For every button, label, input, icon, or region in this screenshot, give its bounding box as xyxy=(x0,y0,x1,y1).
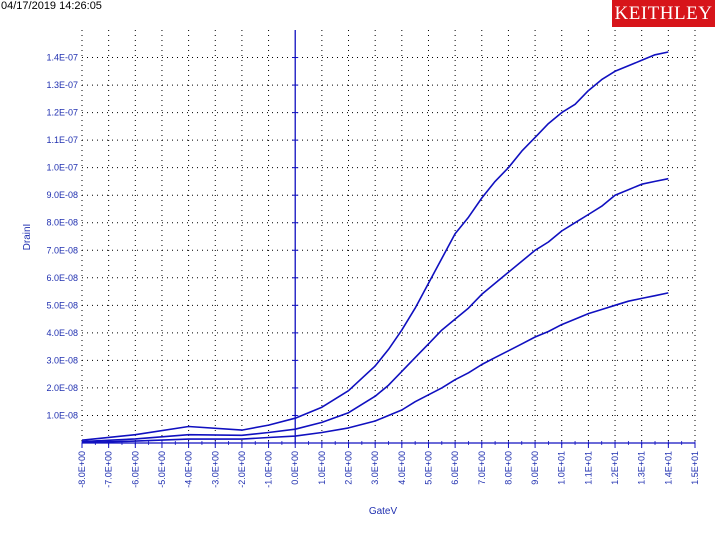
x-tick-label: 9.0E+00 xyxy=(530,451,540,485)
x-tick-label: 4.0E+00 xyxy=(397,451,407,485)
x-tick-label: 6.0E+00 xyxy=(450,451,460,485)
series-lines xyxy=(81,51,669,444)
keithley-logo: KEITHLEY xyxy=(612,0,715,27)
axes xyxy=(81,30,696,445)
x-tick-labels: -8.0E+00 -7.0E+00 -6.0E+00 -5.0E+00 -4.0E+00… xyxy=(77,443,700,488)
y-tick-label: 8.0E-08 xyxy=(46,218,78,228)
x-tick-label: 1.2E+01 xyxy=(610,451,620,485)
y-tick-label: 1.0E-08 xyxy=(46,410,78,420)
y-tick-label: 2.0E-08 xyxy=(46,383,78,393)
x-tick-label: -8.0E+00 xyxy=(77,451,87,488)
x-tick-label: 1.0E+00 xyxy=(317,451,327,485)
y-tick-label: 1.1E-07 xyxy=(46,135,78,145)
timestamp: 04/17/2019 14:26:05 xyxy=(1,0,102,12)
x-tick-label: -4.0E+00 xyxy=(184,451,194,488)
y-tick-label: 7.0E-08 xyxy=(46,245,78,255)
series-line-3 xyxy=(81,292,669,444)
x-tick-label: 1.1E+01 xyxy=(583,451,593,485)
series-line-1 xyxy=(81,51,669,441)
x-tick-label: 1.0E+01 xyxy=(557,451,567,485)
y-tick-label: 1.2E-07 xyxy=(46,108,78,118)
y-axis-title: DrainI xyxy=(22,224,33,251)
y-tick-label: 1.0E-07 xyxy=(46,163,78,173)
series-line-2 xyxy=(81,177,669,443)
x-tick-label: 1.3E+01 xyxy=(637,451,647,485)
x-tick-label: 2.0E+00 xyxy=(344,451,354,485)
x-tick-label: 1.4E+01 xyxy=(663,451,673,485)
y-tick-label: 1.3E-07 xyxy=(46,80,78,90)
x-tick-label: 7.0E+00 xyxy=(477,451,487,485)
x-axis-title: GateV xyxy=(369,506,398,517)
x-tick-label: 5.0E+00 xyxy=(423,451,433,485)
x-tick-label: 3.0E+00 xyxy=(370,451,380,485)
y-tick-label: 3.0E-08 xyxy=(46,355,78,365)
x-tick-label: 1.5E+01 xyxy=(690,451,700,485)
y-tick-label: 5.0E-08 xyxy=(46,300,78,310)
y-tick-label: 4.0E-08 xyxy=(46,328,78,338)
x-tick-label: 0.0E+00 xyxy=(290,451,300,485)
x-tick-label: -3.0E+00 xyxy=(210,451,220,488)
y-tick-labels: 1.0E-08 2.0E-08 3.0E-08 4.0E-08 5.0E-08 6.0E-… xyxy=(46,53,78,421)
x-tick-label: -2.0E+00 xyxy=(237,451,247,488)
x-tick-label: -7.0E+00 xyxy=(104,451,114,488)
x-tick-label: -6.0E+00 xyxy=(130,451,140,488)
y-tick-label: 6.0E-08 xyxy=(46,273,78,283)
grid xyxy=(81,30,696,443)
x-tick-label: -1.0E+00 xyxy=(264,451,274,488)
x-tick-label: 8.0E+00 xyxy=(503,451,513,485)
y-tick-label: 9.0E-08 xyxy=(46,190,78,200)
y-tick-label: 1.4E-07 xyxy=(46,53,78,63)
x-tick-label: -5.0E+00 xyxy=(157,451,167,488)
